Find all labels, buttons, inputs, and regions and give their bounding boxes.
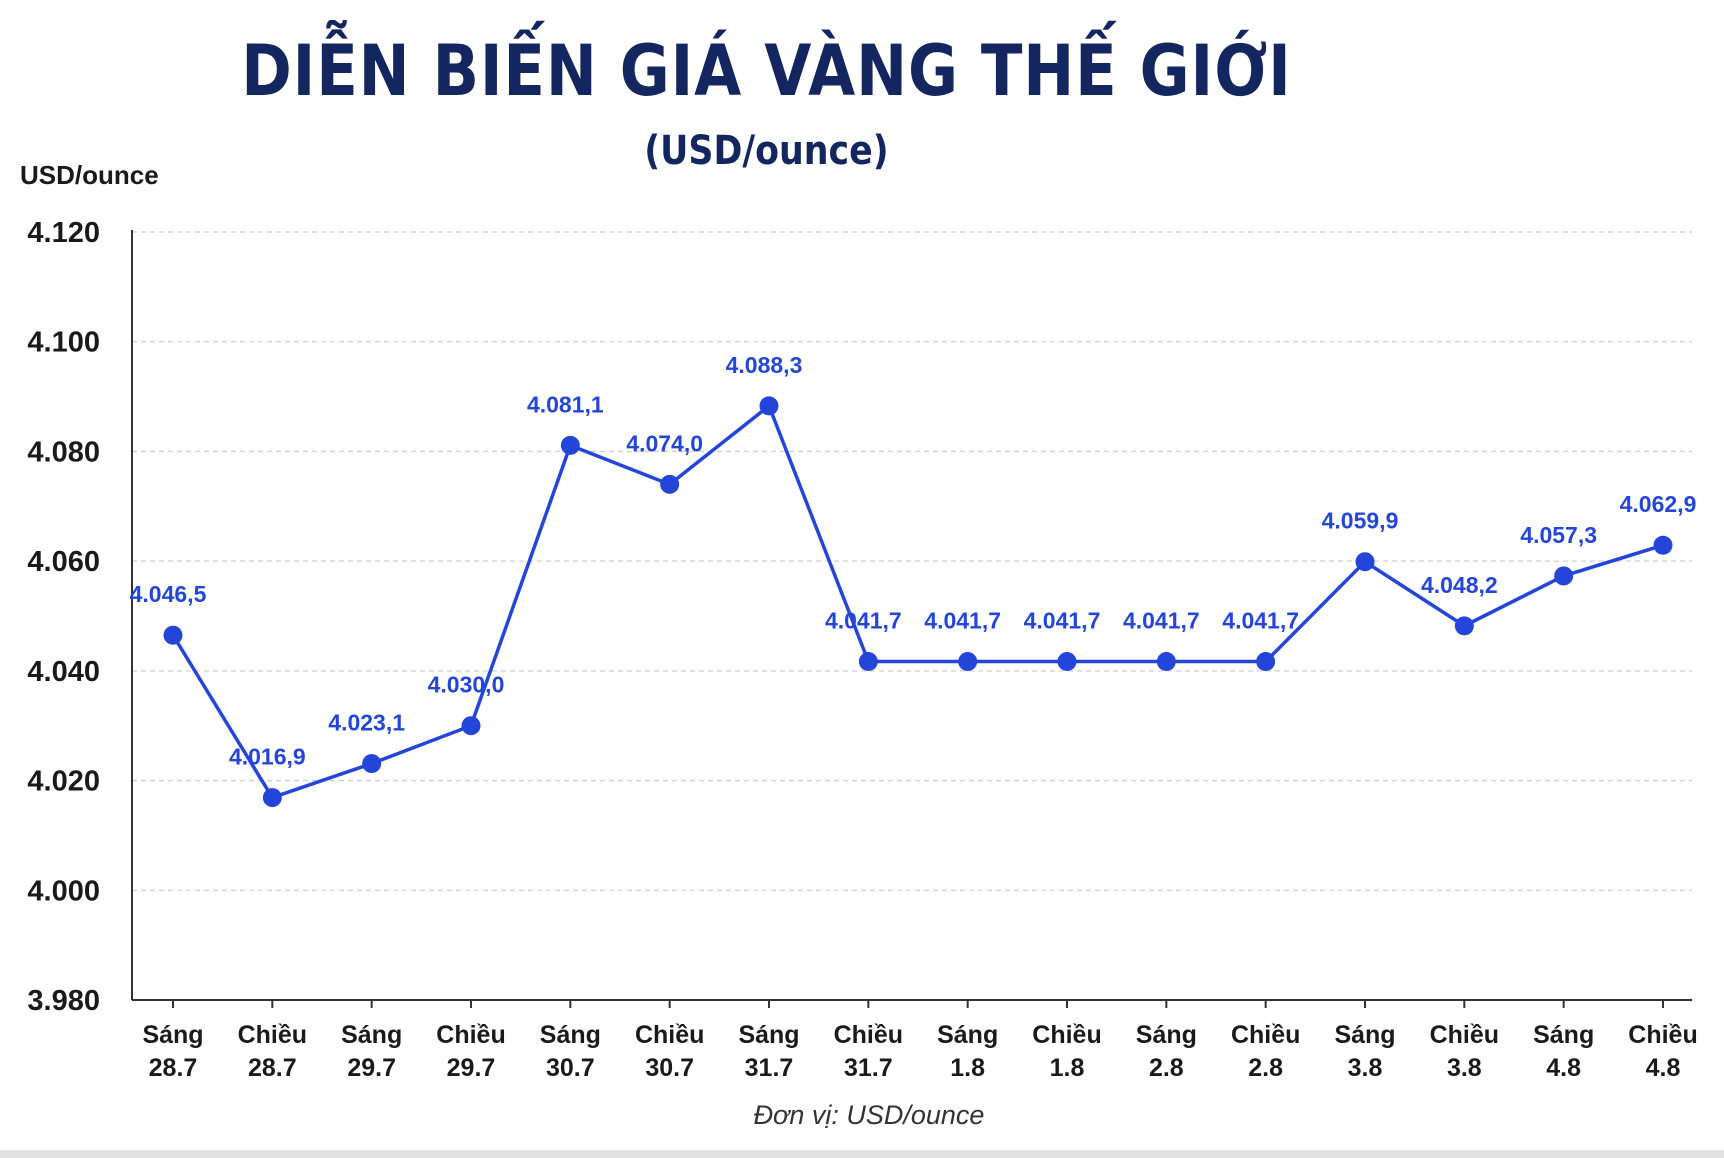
bottom-strip	[0, 1150, 1724, 1158]
data-label: 4.057,3	[1520, 522, 1597, 548]
data-point	[362, 754, 382, 774]
x-tick-label-date: 28.7	[248, 1054, 297, 1082]
x-tick-label-date: 3.8	[1447, 1054, 1482, 1082]
data-label: 4.081,1	[527, 391, 604, 417]
y-tick-label: 4.080	[27, 436, 100, 468]
x-tick-label-session: Chiều	[1628, 1021, 1697, 1049]
x-tick-label-session: Chiều	[436, 1021, 505, 1049]
data-label: 4.041,7	[825, 608, 902, 634]
series-line	[171, 404, 1664, 800]
x-tick-label-session: Chiều	[1231, 1021, 1300, 1049]
data-point	[1156, 652, 1176, 672]
x-tick-label-date: 1.8	[1050, 1054, 1085, 1082]
x-tick-label-session: Sáng	[937, 1021, 998, 1049]
y-tick-label: 4.040	[27, 656, 100, 688]
gridlines	[132, 231, 1692, 891]
x-tick-label-date: 31.7	[745, 1054, 794, 1082]
data-point	[262, 788, 282, 808]
y-tick-label: 4.020	[27, 766, 100, 798]
x-tick-label-session: Chiều	[1430, 1021, 1499, 1049]
data-label: 4.059,9	[1322, 508, 1399, 534]
y-axis-label: USD/ounce	[20, 160, 159, 190]
x-tick-label-date: 29.7	[447, 1054, 496, 1082]
x-tick-label-date: 31.7	[844, 1054, 893, 1082]
data-label: 4.023,1	[328, 710, 405, 736]
data-point	[1454, 616, 1474, 636]
x-tick-label-date: 28.7	[149, 1054, 198, 1082]
x-tick-label-date: 29.7	[347, 1054, 396, 1082]
data-point	[163, 625, 183, 645]
data-label: 4.041,7	[1123, 608, 1200, 634]
data-label: 4.088,3	[726, 352, 803, 378]
y-tick-label: 3.980	[27, 985, 100, 1017]
data-point	[858, 652, 878, 672]
y-tick-label: 4.120	[27, 217, 100, 249]
y-tick-label: 4.060	[27, 546, 100, 578]
series-price	[163, 396, 1673, 808]
data-label: 4.030,0	[428, 672, 505, 698]
x-tick-label-session: Chiều	[834, 1021, 903, 1049]
x-tick-label-date: 4.8	[1646, 1054, 1681, 1082]
data-label: 4.041,7	[924, 608, 1001, 634]
y-axis-ticks: 3.980 4.000 4.020 4.040 4.060 4.080 4.100 4.120	[27, 217, 100, 1017]
unit-footnote: Đơn vị: USD/ounce	[753, 1100, 985, 1130]
data-label: 4.041,7	[1222, 608, 1299, 634]
data-label: 4.046,5	[130, 581, 207, 607]
x-tick-label-date: 2.8	[1149, 1054, 1184, 1082]
x-tick-label-session: Sáng	[1136, 1021, 1197, 1049]
data-point	[1256, 652, 1276, 672]
x-tick-label-date: 4.8	[1546, 1054, 1581, 1082]
data-point	[1554, 566, 1574, 586]
x-tick-label-date: 2.8	[1248, 1054, 1283, 1082]
data-point	[461, 716, 481, 736]
data-point	[1057, 652, 1077, 672]
x-tick-label-date: 3.8	[1348, 1054, 1383, 1082]
data-label: 4.016,9	[229, 744, 306, 770]
data-point	[958, 652, 978, 672]
x-tick-label-session: Sáng	[1334, 1021, 1395, 1049]
data-label: 4.041,7	[1024, 608, 1101, 634]
data-label: 4.074,0	[626, 430, 703, 456]
data-label: 4.062,9	[1620, 491, 1697, 517]
chart-title: DIỄN BIẾN GIÁ VÀNG THẾ GIỚI	[241, 30, 1292, 112]
x-tick-label-session: Sáng	[142, 1021, 203, 1049]
y-tick-label: 4.100	[27, 327, 100, 359]
x-tick-label-session: Sáng	[738, 1021, 799, 1049]
y-tick-label: 4.000	[27, 875, 100, 907]
data-point	[1653, 535, 1673, 555]
data-point	[660, 474, 680, 494]
data-point	[1355, 552, 1375, 572]
x-tick-label-date: 30.7	[546, 1054, 595, 1082]
x-tick-label-session: Sáng	[540, 1021, 601, 1049]
axes	[131, 230, 1692, 1001]
x-tick-label-date: 30.7	[645, 1054, 694, 1082]
data-point	[560, 435, 580, 455]
chart-subtitle: (USD/ounce)	[644, 128, 889, 174]
x-tick-label-session: Chiều	[635, 1021, 704, 1049]
data-point	[759, 396, 779, 416]
x-tick-label-session: Sáng	[1533, 1021, 1594, 1049]
x-axis-ticks: Sáng 28.7 Chiều 28.7 Sáng 29.7 Chiều 29.7 Sáng 30…	[142, 1000, 1698, 1082]
data-label: 4.048,2	[1421, 572, 1498, 598]
x-tick-label-date: 1.8	[950, 1054, 985, 1082]
data-labels: 4.046,5 4.016,9 4.023,1 4.030,0 4.081,1 4.074…	[130, 352, 1697, 770]
x-tick-label-session: Chiều	[238, 1021, 307, 1049]
x-tick-label-session: Chiều	[1032, 1021, 1101, 1049]
x-tick-label-session: Sáng	[341, 1021, 402, 1049]
